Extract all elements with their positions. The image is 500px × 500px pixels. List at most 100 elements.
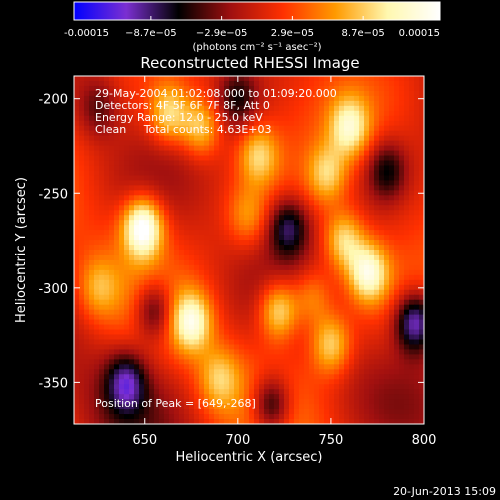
heatmap-cell [319,409,325,415]
heatmap-cell [144,115,150,122]
heatmap-cell [369,349,375,355]
heatmap-cell [409,299,415,306]
heatmap-cell [264,85,270,92]
heatmap-cell [389,344,395,351]
heatmap-cell [249,240,255,246]
heatmap-cell [259,404,265,410]
heatmap-cell [379,309,385,316]
heatmap-cell [324,160,330,167]
heatmap-cell [374,245,380,251]
heatmap-cell [349,125,355,132]
heatmap-cell [294,379,300,385]
heatmap-cell [414,379,420,385]
heatmap-cell [259,419,265,424]
heatmap-cell [284,90,290,97]
heatmap-cell [304,235,310,241]
heatmap-cell [264,100,270,107]
heatmap-cell [279,235,285,241]
heatmap-cell [179,354,185,360]
heatmap-cell [419,230,424,236]
heatmap-cell [229,145,235,152]
heatmap-cell [144,120,150,127]
heatmap-cell [309,289,315,296]
heatmap-cell [419,364,424,370]
heatmap-cell [314,130,320,137]
heatmap-cell [299,274,305,281]
heatmap-cell [414,195,420,201]
heatmap-cell [404,205,410,211]
heatmap-cell [279,210,285,216]
heatmap-cell [114,279,120,286]
heatmap-cell [284,205,290,211]
heatmap-cell [369,150,375,157]
heatmap-cell [384,100,390,107]
heatmap-cell [414,90,420,97]
heatmap-cell [119,140,125,147]
heatmap-cell [154,210,160,216]
heatmap-cell [179,294,185,301]
heatmap-cell [164,145,170,152]
heatmap-cell [254,264,260,271]
heatmap-cell [89,344,95,351]
heatmap-cell [354,215,360,221]
heatmap-cell [189,110,195,117]
heatmap-cell [414,264,420,271]
heatmap-cell [419,304,424,311]
heatmap-cell [324,399,330,405]
heatmap-cell [129,309,135,316]
heatmap-cell [394,344,400,351]
heatmap-cell [384,409,390,415]
heatmap-cell [349,185,355,191]
heatmap-cell [249,414,255,420]
heatmap-cell [84,90,90,97]
heatmap-cell [174,235,180,241]
heatmap-cell [289,304,295,311]
heatmap-cell [149,379,155,385]
heatmap-cell [414,120,420,127]
heatmap-cell [324,254,330,261]
heatmap-cell [409,394,415,400]
heatmap-cell [269,384,275,390]
heatmap-cell [204,170,210,177]
heatmap-cell [234,269,240,276]
heatmap-cell [124,409,130,415]
heatmap-cell [374,240,380,246]
heatmap-cell [299,170,305,177]
heatmap-cell [294,284,300,291]
heatmap-cell [164,419,170,424]
heatmap-cell [164,120,170,127]
heatmap-cell [394,235,400,241]
heatmap-cell [264,130,270,137]
heatmap-cell [304,299,310,306]
heatmap-cell [79,394,85,400]
heatmap-cell [239,284,245,291]
heatmap-cell [344,374,350,380]
heatmap-cell [124,364,130,370]
heatmap-cell [314,160,320,167]
heatmap-cell [89,339,95,346]
heatmap-cell [154,245,160,251]
heatmap-cell [249,175,255,181]
heatmap-cell [274,419,280,424]
heatmap-cell [284,414,290,420]
heatmap-cell [244,319,250,326]
heatmap-cell [394,354,400,360]
heatmap-cell [189,409,195,415]
heatmap-cell [319,359,325,365]
heatmap-cell [199,374,205,380]
heatmap-cell [334,384,340,390]
heatmap-cell [214,354,220,360]
heatmap-cell [374,190,380,196]
heatmap-cell [419,140,424,147]
heatmap-cell [149,304,155,311]
heatmap-cell [329,80,335,87]
heatmap-cell [344,369,350,375]
heatmap-cell [284,155,290,162]
heatmap-cell [194,155,200,162]
heatmap-cell [274,190,280,196]
heatmap-cell [304,294,310,301]
heatmap-cell [329,140,335,147]
heatmap-cell [244,324,250,331]
heatmap-cell [129,205,135,211]
heatmap-cell [409,364,415,370]
